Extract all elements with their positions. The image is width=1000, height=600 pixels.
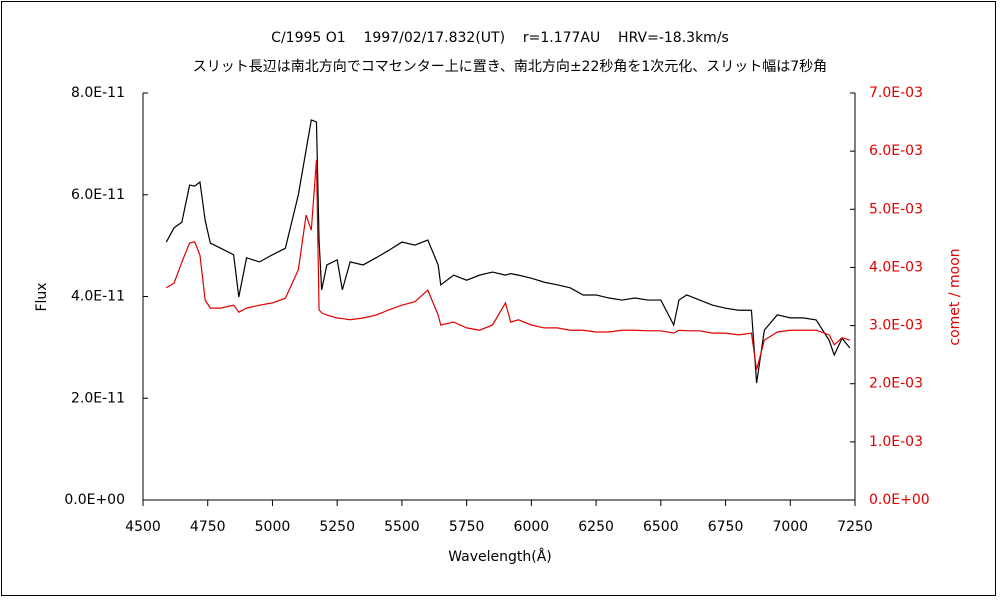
y2-tick-label: 2.0E-03	[869, 376, 923, 392]
x-tick-label: 6750	[708, 519, 744, 535]
chart-subtitle: スリット長辺は南北方向でコマセンター上に置き、南北方向±22秒角を1次元化、スリ…	[193, 59, 827, 75]
y-tick-label: 4.0E-11	[71, 289, 125, 305]
y-tick-label: 2.0E-11	[71, 390, 125, 406]
y2-tick-label: 6.0E-03	[869, 143, 923, 159]
x-tick-label: 5000	[255, 519, 291, 535]
x-tick-label: 4500	[125, 519, 161, 535]
y2-tick-label: 5.0E-03	[869, 201, 923, 217]
chart-title: C/1995 O1 1997/02/17.832(UT) r=1.177AU H…	[271, 30, 729, 46]
y2-axis-label: comet / moon	[947, 248, 963, 345]
x-axis-label: Wavelength(Å)	[448, 548, 552, 565]
x-tick-label: 4750	[190, 519, 226, 535]
y-axis-label: Flux	[34, 282, 50, 311]
x-tick-label: 5250	[319, 519, 355, 535]
y-tick-label: 8.0E-11	[71, 85, 125, 101]
y2-tick-label: 0.0E+00	[869, 492, 930, 508]
y2-tick-label: 7.0E-03	[869, 85, 923, 101]
x-tick-label: 5500	[384, 519, 420, 535]
x-tick-label: 5750	[449, 519, 485, 535]
data-line	[165, 159, 850, 370]
x-tick-label: 6250	[578, 519, 614, 535]
y2-tick-label: 3.0E-03	[869, 318, 923, 334]
x-tick-label: 6500	[643, 519, 679, 535]
x-tick-label: 7250	[837, 519, 873, 535]
x-tick-label: 7000	[772, 519, 808, 535]
y-tick-label: 0.0E+00	[64, 492, 125, 508]
y-tick-label: 6.0E-11	[71, 187, 125, 203]
x-tick-label: 6000	[514, 519, 550, 535]
y2-tick-label: 4.0E-03	[869, 259, 923, 275]
data-line	[165, 119, 851, 384]
y2-tick-label: 1.0E-03	[869, 434, 923, 450]
